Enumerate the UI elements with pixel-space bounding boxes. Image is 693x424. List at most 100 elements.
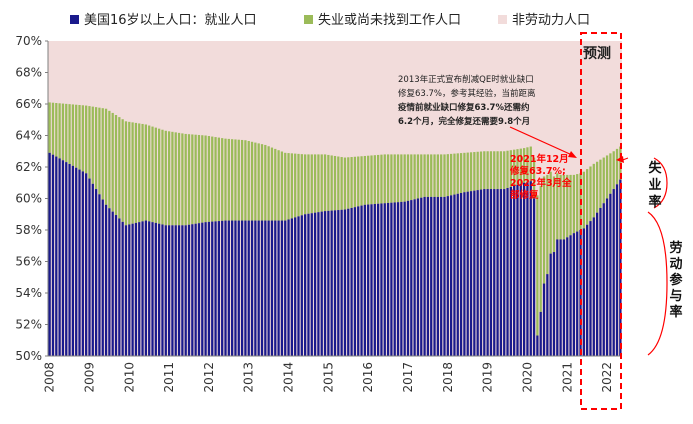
x-axis-ticks: 2008 2009 2010 2011 2012 2013 2014 2015 2016 2017…	[43, 362, 614, 393]
bar-employment	[377, 203, 380, 356]
bar-employment	[493, 189, 496, 356]
bar-employment	[128, 224, 131, 356]
bar-employment	[396, 202, 400, 356]
bar-unemployment	[562, 174, 566, 240]
bar-employment	[479, 189, 483, 356]
bar-unemployment	[386, 154, 390, 203]
bar-employment	[267, 220, 270, 356]
bar-employment	[254, 220, 257, 356]
bar-unemployment	[536, 195, 539, 336]
bar-employment	[270, 220, 274, 356]
y-tick-label: 54%	[15, 286, 42, 300]
bar-unemployment	[566, 174, 569, 238]
bar-unemployment	[556, 173, 559, 240]
bar-unemployment	[493, 151, 496, 190]
bar-unemployment	[450, 153, 453, 196]
bar-employment	[320, 211, 323, 356]
bar-employment	[154, 222, 157, 356]
legend-label-non-labor: 非劳动力人口	[512, 12, 590, 28]
bar-employment	[390, 202, 393, 356]
bar-unemployment	[605, 155, 609, 199]
bar-unemployment	[469, 152, 473, 192]
bar-employment	[353, 207, 357, 356]
bar-employment	[323, 211, 327, 356]
bar-unemployment	[436, 154, 439, 197]
bar-employment	[380, 203, 383, 356]
bar-unemployment	[98, 107, 101, 195]
bar-employment	[526, 181, 529, 356]
bar-employment	[61, 160, 65, 356]
bar-employment	[138, 222, 141, 357]
bar-employment	[615, 184, 619, 356]
bar-unemployment	[194, 134, 197, 224]
bar-unemployment	[572, 174, 576, 234]
bar-unemployment	[466, 152, 469, 192]
bar-unemployment	[396, 154, 400, 203]
bar-unemployment	[420, 154, 423, 198]
bar-employment	[71, 165, 75, 356]
bar-unemployment	[413, 154, 416, 200]
bar-unemployment	[48, 102, 51, 153]
bar-unemployment	[582, 171, 585, 229]
bar-employment	[420, 197, 423, 356]
bar-employment	[566, 237, 569, 356]
bar-employment	[459, 192, 463, 356]
bar-unemployment	[370, 155, 373, 205]
bar-unemployment	[197, 134, 201, 224]
x-tick-label: 2014	[282, 362, 296, 393]
bar-unemployment	[323, 154, 327, 212]
bar-employment	[440, 196, 443, 356]
bar-unemployment	[300, 154, 303, 216]
bar-employment	[327, 210, 330, 356]
bar-unemployment	[347, 157, 350, 209]
bar-employment	[559, 239, 562, 356]
bar-unemployment	[320, 154, 323, 212]
bar-unemployment	[599, 159, 602, 208]
bar-employment	[509, 186, 512, 356]
y-tick-label: 58%	[15, 223, 42, 237]
bar-employment	[234, 220, 237, 356]
bar-unemployment	[128, 121, 131, 225]
bar-unemployment	[144, 124, 148, 221]
bar-unemployment	[589, 166, 592, 222]
bar-employment	[430, 196, 433, 356]
bar-employment	[446, 196, 449, 356]
bar-unemployment	[254, 142, 257, 221]
bar-employment	[503, 189, 506, 356]
y-tick-label: 68%	[15, 66, 42, 80]
bar-employment	[605, 198, 609, 356]
bar-employment	[589, 221, 592, 356]
bar-unemployment	[463, 152, 466, 193]
bar-employment	[114, 215, 118, 356]
bar-employment	[476, 190, 479, 356]
bar-employment	[516, 184, 519, 356]
bar-unemployment	[327, 154, 330, 211]
bar-employment	[463, 192, 466, 356]
legend-swatch-unemployment	[304, 15, 313, 24]
bar-unemployment	[406, 154, 410, 201]
bar-unemployment	[231, 139, 234, 221]
bar-employment	[98, 194, 101, 356]
x-tick-label: 2011	[162, 362, 176, 393]
bar-employment	[393, 202, 396, 356]
bar-unemployment	[304, 154, 307, 215]
bar-unemployment	[297, 153, 300, 217]
bar-employment	[297, 216, 300, 356]
bar-unemployment	[496, 151, 499, 190]
bar-unemployment	[158, 128, 161, 224]
bar-employment	[68, 163, 71, 356]
bar-employment	[343, 209, 347, 356]
bar-employment	[260, 220, 264, 356]
bar-unemployment	[270, 147, 274, 221]
x-tick-label: 2010	[122, 362, 136, 393]
x-tick-label: 2019	[481, 362, 495, 393]
bar-employment	[111, 211, 114, 356]
bar-employment	[78, 169, 81, 356]
main-annotation: 2013年正式宣布削减QE时就业缺口 修复63.7%，参考其经验，当前距离 疫情…	[398, 74, 536, 127]
bar-employment	[310, 213, 313, 356]
bar-unemployment	[108, 110, 111, 209]
bar-unemployment	[177, 132, 181, 226]
bar-employment	[423, 196, 426, 356]
bar-employment	[443, 196, 446, 356]
bar-unemployment	[131, 122, 134, 224]
